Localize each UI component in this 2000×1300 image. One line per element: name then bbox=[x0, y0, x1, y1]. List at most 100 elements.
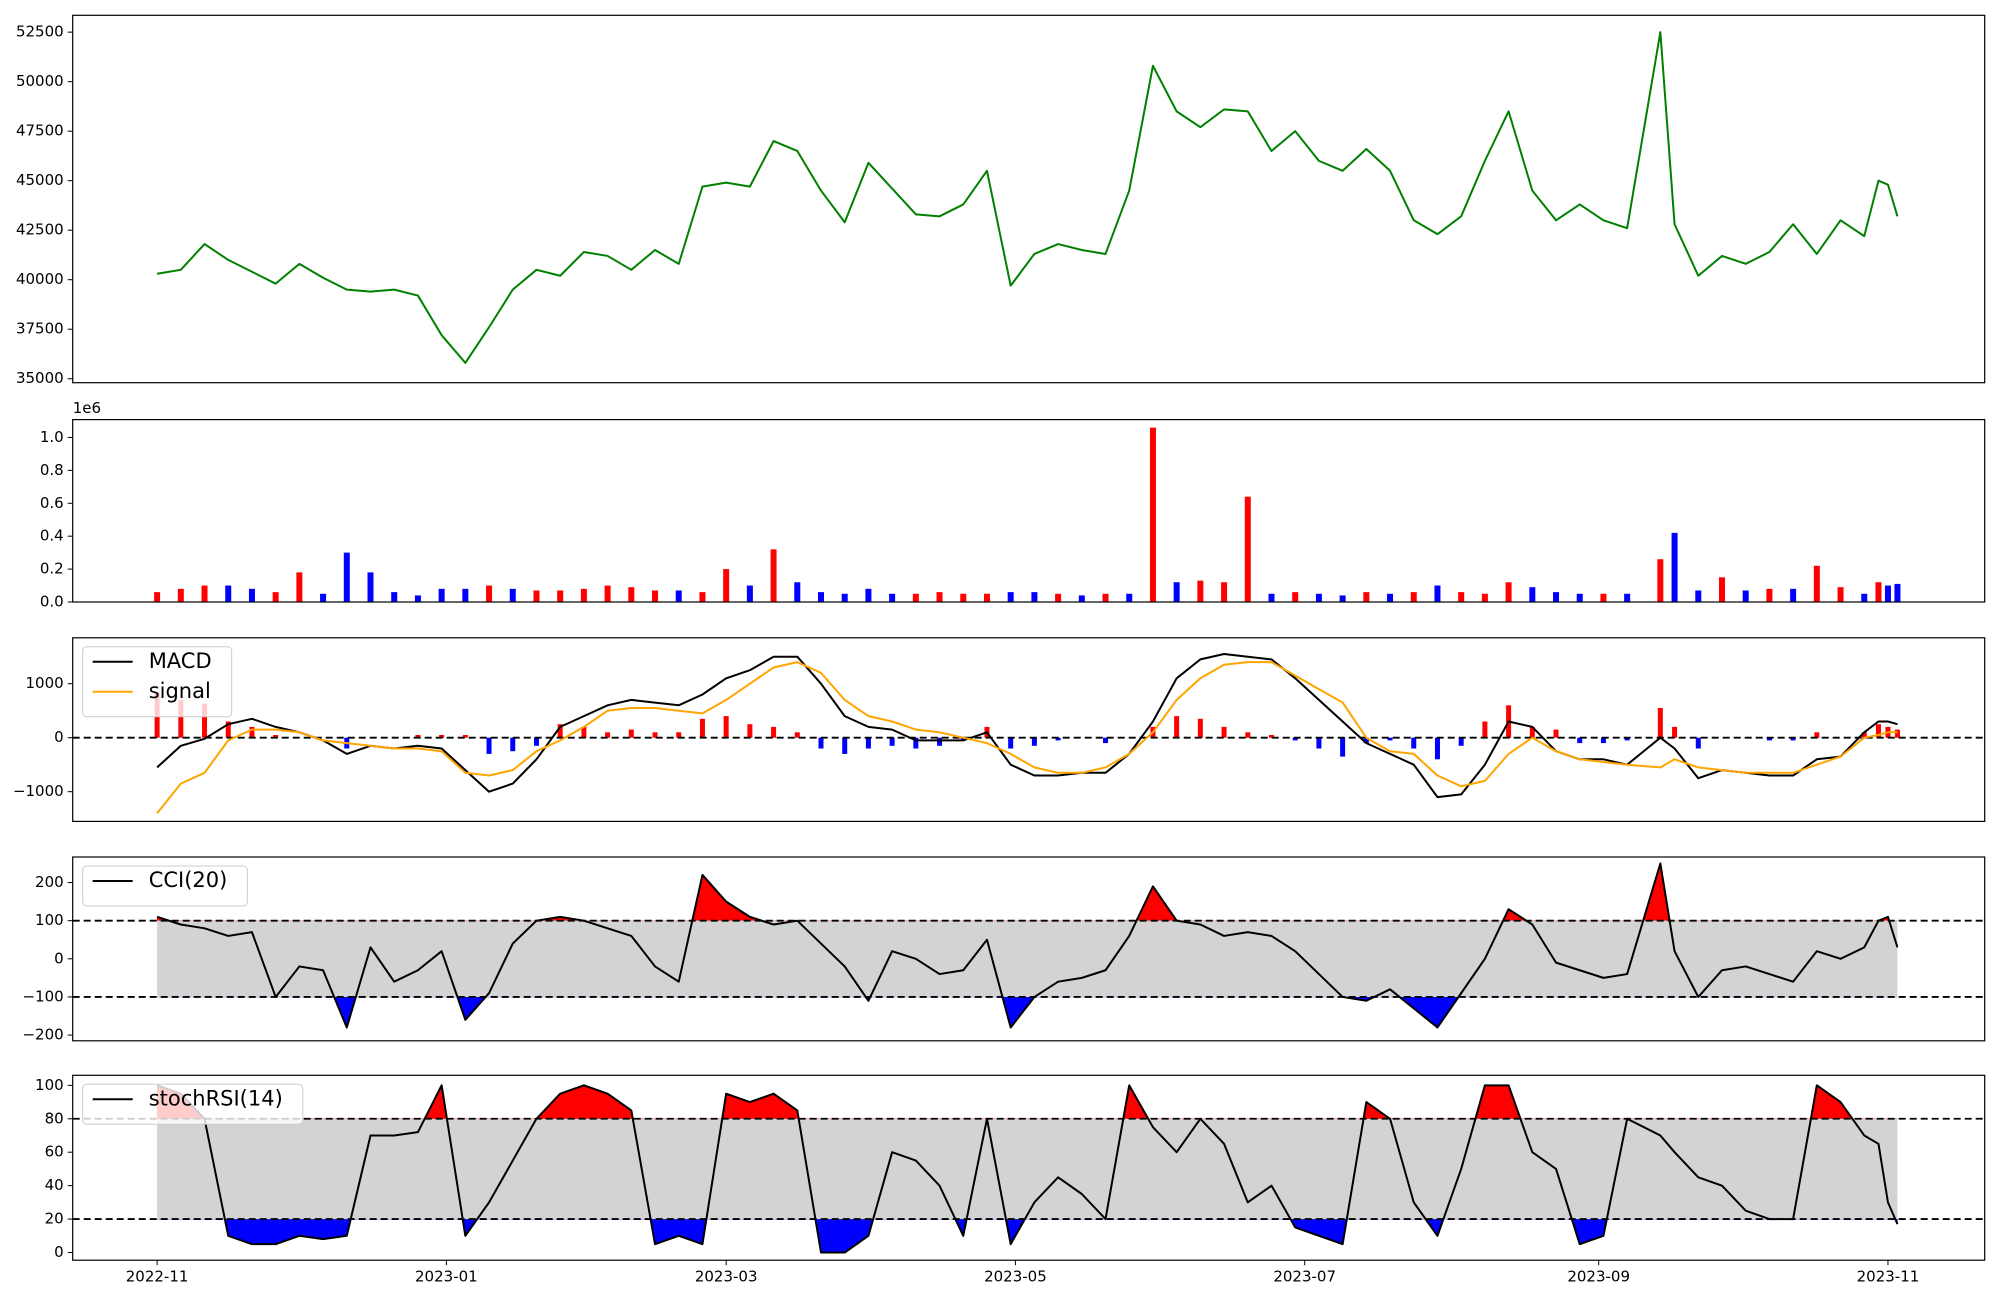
volume-bar bbox=[154, 592, 161, 602]
histogram-bar bbox=[581, 726, 587, 738]
volume-bar bbox=[320, 593, 327, 602]
y-tick-label: 40000 bbox=[16, 270, 64, 288]
histogram-bar bbox=[1553, 729, 1559, 738]
axes-frame bbox=[72, 14, 1986, 384]
volume-bar bbox=[438, 588, 445, 602]
legend-box bbox=[82, 1083, 304, 1125]
histogram-bar bbox=[439, 735, 445, 738]
volume-bar bbox=[1790, 588, 1797, 602]
volume-bar bbox=[1505, 582, 1512, 602]
histogram-bar bbox=[771, 726, 777, 738]
legend-label: signal bbox=[149, 679, 211, 703]
x-tick-label: 2022-11 bbox=[126, 1268, 189, 1286]
histogram-bar bbox=[1103, 737, 1109, 744]
band bbox=[157, 1118, 1898, 1220]
volume-bar bbox=[1458, 592, 1465, 602]
histogram-bar bbox=[865, 737, 871, 749]
volume-bar bbox=[225, 585, 232, 602]
histogram-bar bbox=[462, 735, 468, 738]
volume-bar bbox=[272, 592, 279, 602]
histogram-bar bbox=[1482, 721, 1488, 738]
y-tick-label: 1.0 bbox=[40, 428, 64, 446]
volume-bar bbox=[414, 595, 421, 602]
volume-bar bbox=[201, 585, 208, 602]
volume-bar bbox=[1031, 592, 1038, 602]
band bbox=[157, 920, 1898, 997]
volume-bar bbox=[1481, 593, 1488, 602]
volume-bar bbox=[770, 549, 777, 602]
histogram-bar bbox=[533, 737, 539, 746]
histogram-bar bbox=[794, 732, 800, 738]
y-tick-label: 80 bbox=[45, 1109, 64, 1127]
histogram-bar bbox=[1221, 726, 1227, 738]
volume-bar bbox=[746, 585, 753, 602]
legend: stochRSI(14) bbox=[82, 1083, 304, 1125]
overbought-area bbox=[156, 1084, 1898, 1119]
histogram-bar bbox=[1600, 737, 1606, 744]
y-tick-label: 200 bbox=[35, 873, 64, 891]
line bbox=[156, 31, 1899, 364]
legend-box bbox=[82, 865, 248, 907]
histogram-bar bbox=[202, 703, 208, 738]
volume-bar bbox=[367, 572, 374, 602]
y-tick-label: 0.8 bbox=[40, 461, 64, 479]
y-tick-label: 0.2 bbox=[40, 560, 64, 578]
axes-frame bbox=[72, 419, 1986, 603]
line bbox=[156, 661, 1898, 814]
x-tick-label: 2023-03 bbox=[695, 1268, 758, 1286]
volume-bar bbox=[580, 588, 587, 602]
y-tick-label: 1000 bbox=[26, 674, 64, 692]
volume-bar bbox=[177, 588, 184, 602]
histogram-bar bbox=[842, 737, 848, 754]
volume-bar bbox=[1875, 582, 1882, 602]
volume-bar bbox=[1884, 585, 1891, 602]
histogram-bar bbox=[1174, 716, 1180, 738]
volume-bar bbox=[1576, 593, 1583, 602]
y-tick-label: 42500 bbox=[16, 221, 64, 239]
axes-frame bbox=[72, 856, 1986, 1042]
axes-frame bbox=[72, 637, 1986, 822]
histogram-bar bbox=[557, 724, 563, 738]
volume-bar bbox=[1813, 565, 1820, 602]
histogram-bar bbox=[960, 737, 966, 741]
histogram-bar bbox=[1340, 737, 1346, 757]
histogram-bar bbox=[628, 729, 634, 738]
histogram-bar bbox=[249, 726, 255, 738]
volume-bar bbox=[960, 593, 967, 602]
histogram-bar bbox=[1055, 737, 1061, 741]
volume-bar bbox=[652, 590, 659, 602]
volume-bar bbox=[248, 588, 255, 602]
x-tick-label: 2023-11 bbox=[1857, 1268, 1920, 1286]
line bbox=[156, 862, 1899, 1029]
volume-bar bbox=[794, 582, 801, 602]
histogram-bar bbox=[1411, 737, 1417, 749]
y-tick-label: 60 bbox=[45, 1143, 64, 1161]
histogram-bar bbox=[1434, 737, 1440, 760]
volume-bar bbox=[1078, 595, 1085, 602]
axis-offset-label: 1e6 bbox=[73, 399, 101, 417]
y-tick-label: 40 bbox=[45, 1176, 64, 1194]
legend-box bbox=[82, 646, 233, 718]
histogram-bar bbox=[178, 699, 184, 738]
y-tick-label: 100 bbox=[35, 911, 64, 929]
y-tick-label: 35000 bbox=[16, 369, 64, 387]
volume-bar bbox=[912, 593, 919, 602]
volume-bar bbox=[1553, 592, 1560, 602]
volume-bar bbox=[343, 552, 350, 602]
volume-bar bbox=[936, 592, 943, 602]
volume-bar bbox=[1007, 592, 1014, 602]
histogram-bar bbox=[723, 716, 729, 738]
y-tick-label: 52500 bbox=[16, 23, 64, 41]
panel bbox=[156, 31, 1899, 364]
volume-bar bbox=[1055, 593, 1062, 602]
volume-bar bbox=[1102, 593, 1109, 602]
histogram-bar bbox=[1894, 729, 1900, 738]
volume-bar bbox=[1695, 590, 1702, 602]
volume-bar bbox=[462, 588, 469, 602]
histogram-bar bbox=[1577, 737, 1583, 744]
volume-bar bbox=[865, 588, 872, 602]
x-tick-label: 2023-05 bbox=[984, 1268, 1047, 1286]
volume-bar bbox=[723, 569, 730, 602]
volume-bar bbox=[557, 590, 564, 602]
line bbox=[156, 1084, 1899, 1254]
